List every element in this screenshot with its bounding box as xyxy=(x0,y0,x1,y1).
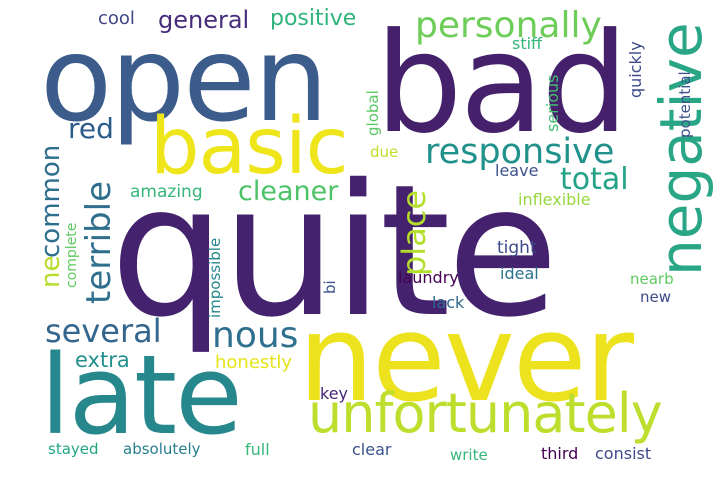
word-open: open xyxy=(40,10,328,148)
word-cleaner: cleaner xyxy=(238,176,339,207)
word-red: red xyxy=(68,112,114,145)
word-bi: bi xyxy=(321,280,339,294)
word-quite: quite xyxy=(110,145,559,357)
word-nous: nous xyxy=(212,315,299,356)
word-write: write xyxy=(450,446,488,464)
word-common: common xyxy=(36,144,66,258)
word-cool: cool xyxy=(98,8,135,29)
word-ne: ne xyxy=(36,255,66,288)
word-key: key xyxy=(320,384,349,403)
word-positive: positive xyxy=(270,6,357,31)
word-bad: bad xyxy=(375,3,629,164)
word-lack: lack xyxy=(432,293,465,312)
word-honestly: honestly xyxy=(215,352,292,373)
word-absolutely: absolutely xyxy=(123,440,201,458)
word-late: late xyxy=(40,331,243,459)
word-complete: complete xyxy=(64,222,80,288)
word-extra: extra xyxy=(75,348,130,372)
word-general: general xyxy=(158,6,250,34)
word-quickly: quickly xyxy=(626,41,645,98)
word-global: global xyxy=(364,90,382,136)
word-potential: potential xyxy=(676,71,694,138)
word-tight: tight xyxy=(497,238,537,258)
word-clear: clear xyxy=(352,440,392,459)
word-stiff: stiff xyxy=(512,34,543,53)
word-leave: leave xyxy=(495,161,539,180)
word-personally: personally xyxy=(415,5,602,46)
word-ideal: ideal xyxy=(500,264,539,283)
word-responsive: responsive xyxy=(425,132,615,172)
word-new: new xyxy=(640,288,672,306)
word-nearb: nearb xyxy=(630,270,674,288)
word-third: third xyxy=(541,444,579,463)
word-place: place xyxy=(395,189,433,276)
word-stayed: stayed xyxy=(48,440,99,458)
word-serious: serious xyxy=(543,74,562,132)
word-laundry: laundry xyxy=(398,268,459,287)
word-never: never xyxy=(298,290,634,429)
word-impossible: impossible xyxy=(206,237,224,318)
word-basic: basic xyxy=(150,102,349,192)
word-due: due xyxy=(370,143,399,161)
word-consist: consist xyxy=(595,444,652,463)
word-amazing: amazing xyxy=(130,182,203,202)
word-full: full xyxy=(245,440,270,459)
word-negative: negative xyxy=(647,22,715,276)
word-several: several xyxy=(45,312,162,350)
word-inflexible: inflexible xyxy=(518,190,591,209)
word-terrible: terrible xyxy=(79,180,119,304)
word-total: total xyxy=(560,162,629,197)
word-unfortunately: unfortunately xyxy=(308,382,663,445)
